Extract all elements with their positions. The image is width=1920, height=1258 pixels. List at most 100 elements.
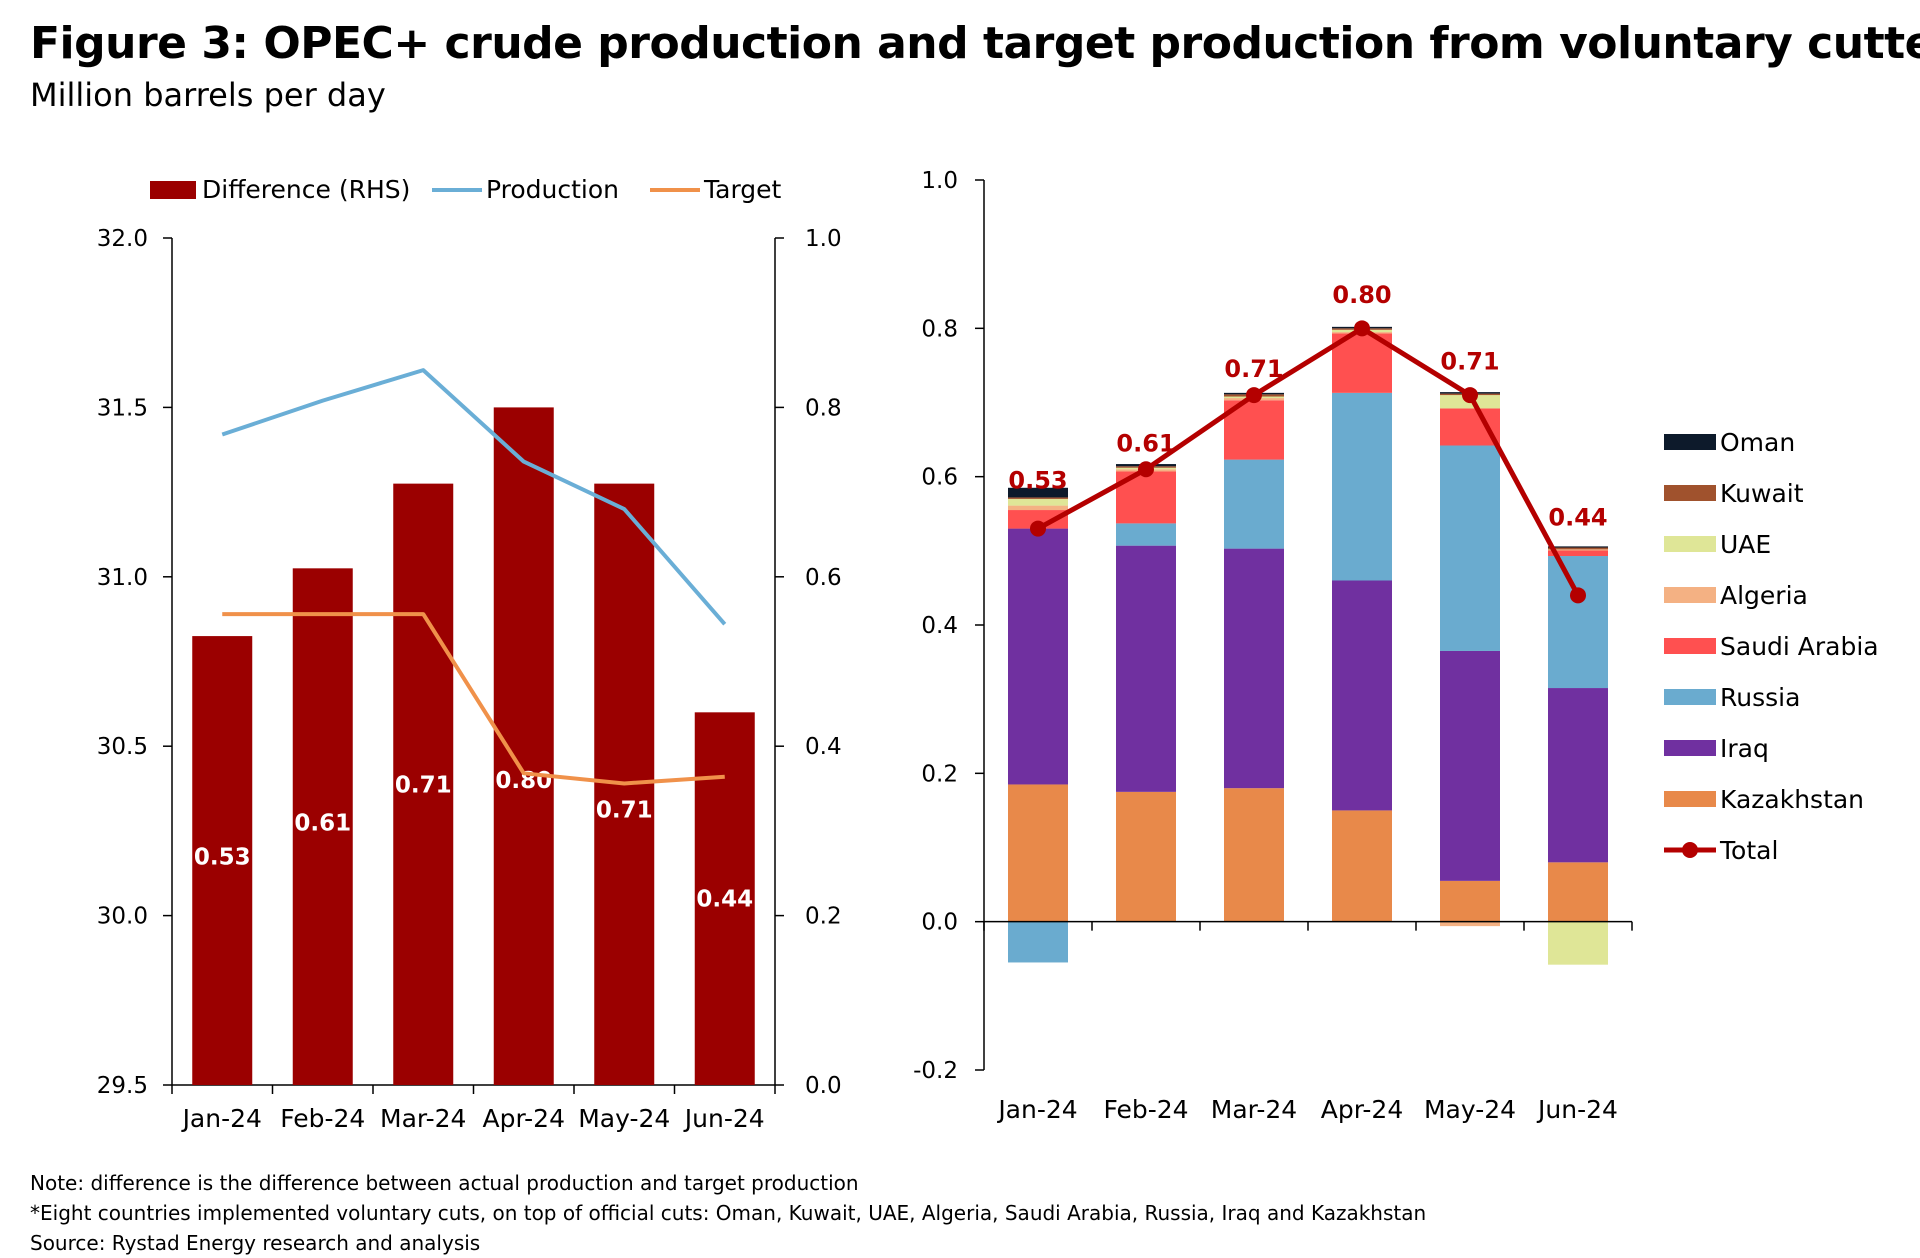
- stack-segment-kuwait: [1008, 497, 1068, 499]
- total-data-label: 0.44: [1548, 503, 1607, 531]
- y-tick-label: -0.2: [913, 1058, 958, 1084]
- total-marker: [1246, 387, 1262, 404]
- left-y-tick-label: 31.0: [97, 565, 148, 591]
- left-y-tick-label: 30.0: [97, 904, 148, 930]
- footnotes: Note: difference is the difference betwe…: [30, 1168, 1426, 1258]
- stack-segment-oman: [1008, 487, 1068, 498]
- x-tick-label: Jan-24: [181, 1104, 262, 1133]
- right-y-tick-label: 0.8: [805, 395, 842, 421]
- right-y-tick-label: 0.6: [805, 565, 842, 591]
- total-marker: [1138, 461, 1154, 478]
- legend-total-marker: [1682, 842, 1698, 858]
- total-data-label: 0.61: [1116, 429, 1175, 457]
- x-tick-label: Apr-24: [1321, 1095, 1403, 1124]
- x-tick-label: Feb-24: [280, 1104, 365, 1133]
- target-line: [222, 612, 725, 786]
- stack-segment-iraq: [1440, 650, 1500, 881]
- legend-kuwait-swatch: [1664, 485, 1716, 501]
- legend-production-label: Production: [486, 175, 619, 204]
- stack-segment-saudi-arabia: [1440, 408, 1500, 446]
- total-data-label: 0.80: [1332, 281, 1391, 309]
- stack-segment-saudi-arabia: [1008, 510, 1068, 529]
- chart-subtitle: Million barrels per day: [30, 76, 386, 114]
- x-tick-label: Jan-24: [996, 1095, 1077, 1124]
- legend-iraq-label: Iraq: [1720, 734, 1769, 763]
- x-tick-label: Jun-24: [1536, 1095, 1618, 1124]
- right-y-tick-label: 0.0: [805, 1073, 842, 1099]
- stack-segment-uae: [1008, 498, 1068, 506]
- footnote-line: *Eight countries implemented voluntary c…: [30, 1201, 1427, 1225]
- difference-data-label: 0.71: [395, 772, 452, 798]
- stack-segment-iraq: [1548, 688, 1608, 863]
- legend-saudi-arabia-swatch: [1664, 638, 1716, 654]
- x-tick-label: Jun-24: [683, 1104, 765, 1133]
- legend-target-label: Target: [703, 175, 782, 204]
- y-tick-label: 0.0: [921, 910, 958, 936]
- difference-bar: [694, 712, 755, 1085]
- stack-segment-russia: [1440, 445, 1500, 651]
- stack-segment-algeria: [1548, 549, 1608, 551]
- source-line: Source: Rystad Energy research and analy…: [30, 1231, 481, 1255]
- legend-oman-label: Oman: [1720, 428, 1795, 457]
- total-data-label: 0.71: [1224, 355, 1283, 383]
- total-line: [1036, 325, 1581, 597]
- difference-data-label: 0.71: [596, 798, 653, 824]
- stack-segment-saudi-arabia: [1548, 550, 1608, 557]
- difference-bar: [292, 568, 353, 1085]
- legend-total-label: Total: [1719, 836, 1778, 865]
- total-data-label: 0.53: [1008, 466, 1067, 494]
- note-line: Note: difference is the difference betwe…: [30, 1171, 859, 1195]
- stack-segment-russia: [1008, 921, 1068, 963]
- stack-segment-iraq: [1224, 548, 1284, 789]
- legend-saudi-arabia-label: Saudi Arabia: [1720, 632, 1879, 661]
- stack-segment-kazakhstan: [1008, 784, 1068, 922]
- legend-uae-label: UAE: [1720, 530, 1771, 559]
- legend-kazakhstan-swatch: [1664, 791, 1716, 807]
- stack-segment-russia: [1116, 523, 1176, 546]
- total-marker: [1354, 320, 1370, 337]
- left-y-tick-label: 30.5: [97, 734, 148, 760]
- difference-bar: [393, 483, 454, 1085]
- legend-kazakhstan-label: Kazakhstan: [1720, 785, 1864, 814]
- right-y-tick-label: 0.4: [805, 734, 842, 760]
- production-line: [221, 368, 727, 626]
- legend-algeria-swatch: [1664, 587, 1716, 603]
- legend-uae-swatch: [1664, 536, 1716, 552]
- stack-segment-kazakhstan: [1224, 788, 1284, 922]
- stack-segment-algeria: [1440, 921, 1500, 927]
- stack-segment-kuwait: [1548, 547, 1608, 550]
- right-y-tick-label: 1.0: [805, 226, 842, 252]
- left-y-tick-label: 32.0: [97, 226, 148, 252]
- difference-data-label: 0.53: [194, 844, 251, 870]
- left-y-tick-label: 31.5: [97, 395, 148, 421]
- y-tick-label: 0.8: [921, 316, 958, 342]
- right-y-tick-label: 0.2: [805, 904, 842, 930]
- stack-segment-kazakhstan: [1116, 791, 1176, 922]
- x-tick-label: Apr-24: [483, 1104, 565, 1133]
- stack-segment-kazakhstan: [1548, 862, 1608, 922]
- difference-data-label: 0.44: [696, 887, 753, 913]
- total-marker: [1570, 587, 1586, 604]
- stack-segment-kazakhstan: [1440, 880, 1500, 922]
- stack-segment-oman: [1548, 546, 1608, 548]
- x-tick-label: Feb-24: [1103, 1095, 1188, 1124]
- y-tick-label: 0.4: [921, 613, 958, 639]
- x-tick-label: Mar-24: [380, 1104, 466, 1133]
- legend-difference-label: Difference (RHS): [202, 175, 410, 204]
- y-tick-label: 0.2: [921, 761, 958, 787]
- stack-segment-iraq: [1008, 528, 1068, 785]
- stack-segment-iraq: [1116, 545, 1176, 792]
- x-tick-label: May-24: [1424, 1095, 1516, 1124]
- legend-algeria-label: Algeria: [1720, 581, 1808, 610]
- total-data-label: 0.71: [1440, 348, 1499, 376]
- stack-segment-russia: [1224, 459, 1284, 549]
- x-tick-label: May-24: [578, 1104, 670, 1133]
- stack-segment-russia: [1548, 556, 1608, 689]
- stack-segment-uae: [1548, 921, 1608, 965]
- difference-bar: [493, 407, 554, 1085]
- legend-oman-swatch: [1664, 434, 1716, 450]
- total-marker: [1462, 387, 1478, 404]
- legend-iraq-swatch: [1664, 740, 1716, 756]
